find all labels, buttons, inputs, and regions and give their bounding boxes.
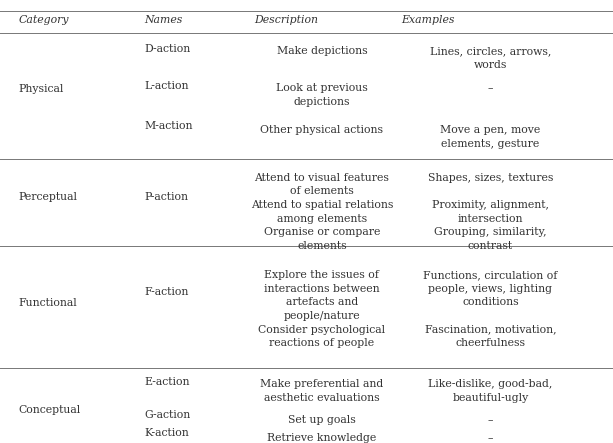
Text: –: – — [488, 415, 493, 425]
Text: Make preferential and
aesthetic evaluations: Make preferential and aesthetic evaluati… — [260, 379, 384, 403]
Text: P-action: P-action — [144, 192, 188, 202]
Text: M-action: M-action — [144, 121, 192, 131]
Text: –: – — [488, 433, 493, 443]
Text: K-action: K-action — [144, 428, 189, 438]
Text: Look at previous
depictions: Look at previous depictions — [276, 83, 368, 107]
Text: Names: Names — [144, 15, 183, 25]
Text: Description: Description — [254, 15, 318, 25]
Text: Other physical actions: Other physical actions — [261, 125, 383, 135]
Text: D-action: D-action — [144, 44, 190, 54]
Text: E-action: E-action — [144, 377, 189, 387]
Text: –: – — [488, 83, 493, 93]
Text: Move a pen, move
elements, gesture: Move a pen, move elements, gesture — [440, 125, 541, 148]
Text: Functional: Functional — [18, 299, 77, 308]
Text: G-action: G-action — [144, 410, 190, 420]
Text: Explore the issues of
interactions between
artefacts and
people/nature
Consider : Explore the issues of interactions betwe… — [258, 270, 386, 348]
Text: Examples: Examples — [402, 15, 455, 25]
Text: F-action: F-action — [144, 288, 188, 297]
Text: Perceptual: Perceptual — [18, 192, 77, 202]
Text: Make depictions: Make depictions — [276, 46, 367, 56]
Text: Like-dislike, good-bad,
beautiful-ugly: Like-dislike, good-bad, beautiful-ugly — [428, 379, 552, 403]
Text: Retrieve knowledge: Retrieve knowledge — [267, 433, 376, 443]
Text: Functions, circulation of
people, views, lighting
conditions

Fascination, motiv: Functions, circulation of people, views,… — [423, 270, 558, 348]
Text: Physical: Physical — [18, 84, 64, 93]
Text: Conceptual: Conceptual — [18, 405, 81, 415]
Text: L-action: L-action — [144, 81, 189, 91]
Text: Shapes, sizes, textures

Proximity, alignment,
intersection
Grouping, similarity: Shapes, sizes, textures Proximity, align… — [428, 173, 553, 251]
Text: Set up goals: Set up goals — [288, 415, 356, 425]
Text: Category: Category — [18, 15, 69, 25]
Text: Attend to visual features
of elements
Attend to spatial relations
among elements: Attend to visual features of elements At… — [251, 173, 393, 251]
Text: Lines, circles, arrows,
words: Lines, circles, arrows, words — [430, 46, 551, 70]
